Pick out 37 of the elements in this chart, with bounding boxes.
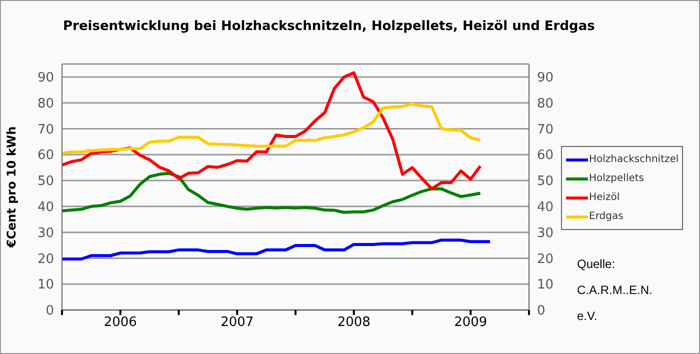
- y-tick-label: 20: [37, 252, 54, 267]
- text: e.V.: [577, 308, 598, 325]
- legend-label: Holzpellets: [589, 173, 644, 184]
- y2-tick-label: 30: [537, 226, 554, 241]
- line-series: [62, 71, 482, 190]
- y-tick-label: 60: [37, 148, 54, 164]
- y-tick-label: 80: [37, 96, 54, 112]
- y2-tick-label: 50: [537, 174, 554, 190]
- text: C.A.R.M..E.N.: [577, 282, 652, 299]
- chart-title: Preisentwicklung bei Holzhackschnitzeln, Holzpellets, Heizöl und Erdgas: [63, 19, 595, 34]
- y-tick-label: 30: [37, 226, 54, 241]
- legend-label: Holzhackschnitzel: [589, 154, 679, 165]
- y-tick-label: 90: [37, 70, 54, 86]
- legend-label: Erdgas: [589, 211, 624, 222]
- y-tick-label: 50: [37, 174, 54, 190]
- legend-label: Heizöl: [589, 192, 620, 203]
- y2-tick-label: 80: [537, 96, 554, 112]
- line-series: [62, 102, 482, 155]
- y2-tick-label: 10: [537, 278, 554, 293]
- x-tick-label: 2009: [454, 315, 488, 330]
- y-tick-label: 40: [37, 200, 54, 216]
- y-axis-title: €Cent pro 10 kWh: [4, 126, 18, 249]
- x-tick-label: 2007: [220, 315, 254, 330]
- y2-tick-label: 70: [537, 122, 554, 138]
- y2-tick-label: 40: [537, 200, 554, 216]
- x-tick-label: 2006: [104, 315, 137, 330]
- line-series: [62, 238, 492, 260]
- y2-tick-label: 90: [537, 70, 554, 86]
- y-tick-label: 10: [37, 278, 54, 293]
- y2-tick-label: 60: [537, 148, 554, 164]
- x-tick-label: 2008: [337, 315, 370, 330]
- y-tick-label: 0: [46, 304, 54, 319]
- y-tick-label: 70: [37, 122, 54, 138]
- y2-tick-label: 20: [537, 252, 554, 267]
- line-series: [62, 172, 482, 214]
- source-note: Quelle:: [577, 256, 616, 273]
- y2-tick-label: 0: [537, 304, 546, 319]
